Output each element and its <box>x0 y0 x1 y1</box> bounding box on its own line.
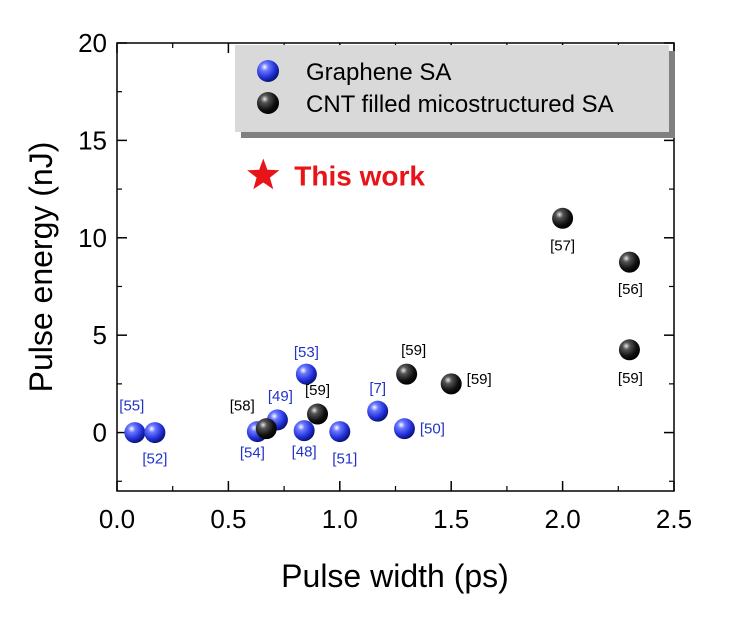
cnt-point <box>255 418 277 440</box>
legend-graphene-label: Graphene SA <box>306 59 451 86</box>
x-tick-label: 2.5 <box>656 504 692 534</box>
y-tick-label: 0 <box>93 418 107 448</box>
y-tick-label: 10 <box>78 223 107 253</box>
point-label: [53] <box>294 344 319 361</box>
legend-box <box>235 45 669 132</box>
graphene-point <box>144 422 166 444</box>
x-tick-label: 0.0 <box>99 504 135 534</box>
cnt-point <box>618 251 640 273</box>
y-axis-title: Pulse energy (nJ) <box>23 142 59 393</box>
x-tick-label: 2.0 <box>545 504 581 534</box>
red-star-icon <box>247 158 280 190</box>
legend-cnt-marker <box>257 92 279 114</box>
x-tick-label: 1.0 <box>322 504 358 534</box>
point-label: [59] <box>467 371 492 388</box>
point-label: [57] <box>550 237 575 254</box>
x-axis-title: Pulse width (ps) <box>281 558 509 594</box>
point-label: [48] <box>292 444 317 461</box>
point-label: [55] <box>119 398 144 415</box>
point-label: [49] <box>268 388 293 405</box>
point-label: [59] <box>618 370 643 387</box>
point-labels: [55] [52] [54] [49] [48] [53] [51] [7] [50] [58] [… <box>119 237 643 467</box>
cnt-point <box>618 339 640 361</box>
this-work-annotation: This work <box>247 158 425 191</box>
point-label: [51] <box>332 451 357 468</box>
graphene-point <box>393 418 415 440</box>
point-label: [52] <box>142 451 167 468</box>
legend: Graphene SA CNT filled micostructured SA <box>235 45 675 138</box>
legend-cnt-label: CNT filled micostructured SA <box>306 91 614 118</box>
cnt-point <box>396 363 418 385</box>
cnt-point <box>440 373 462 395</box>
y-tick-label: 20 <box>78 28 107 58</box>
point-label: [59] <box>305 382 330 399</box>
point-label: [59] <box>401 342 426 359</box>
y-tick-label: 5 <box>93 320 107 350</box>
graphene-point <box>329 421 351 443</box>
graphene-point <box>367 400 389 422</box>
legend-graphene-marker <box>257 60 279 82</box>
x-tick-label: 1.5 <box>433 504 469 534</box>
axis-tick-labels: 0.0 0.5 1.0 1.5 2.0 2.5 0 5 10 15 20 <box>78 28 692 534</box>
point-label: [50] <box>420 421 445 438</box>
graphene-point <box>293 420 315 442</box>
point-label: [58] <box>230 398 255 415</box>
graphene-point <box>295 363 317 385</box>
cnt-point <box>307 403 329 425</box>
data-points <box>124 207 640 444</box>
cnt-point <box>552 207 574 229</box>
this-work-label: This work <box>294 160 425 191</box>
point-label: [54] <box>240 445 265 462</box>
x-tick-label: 0.5 <box>210 504 246 534</box>
y-tick-label: 15 <box>78 125 107 155</box>
point-label: [56] <box>618 281 643 298</box>
graphene-point <box>124 422 146 444</box>
point-label: [7] <box>369 380 386 397</box>
